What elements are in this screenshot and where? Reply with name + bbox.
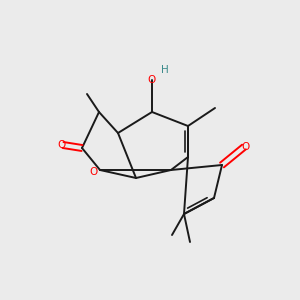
Text: O: O — [148, 75, 156, 85]
Text: O: O — [57, 140, 65, 150]
Text: O: O — [242, 142, 250, 152]
Text: H: H — [161, 65, 169, 75]
Text: O: O — [89, 167, 97, 177]
